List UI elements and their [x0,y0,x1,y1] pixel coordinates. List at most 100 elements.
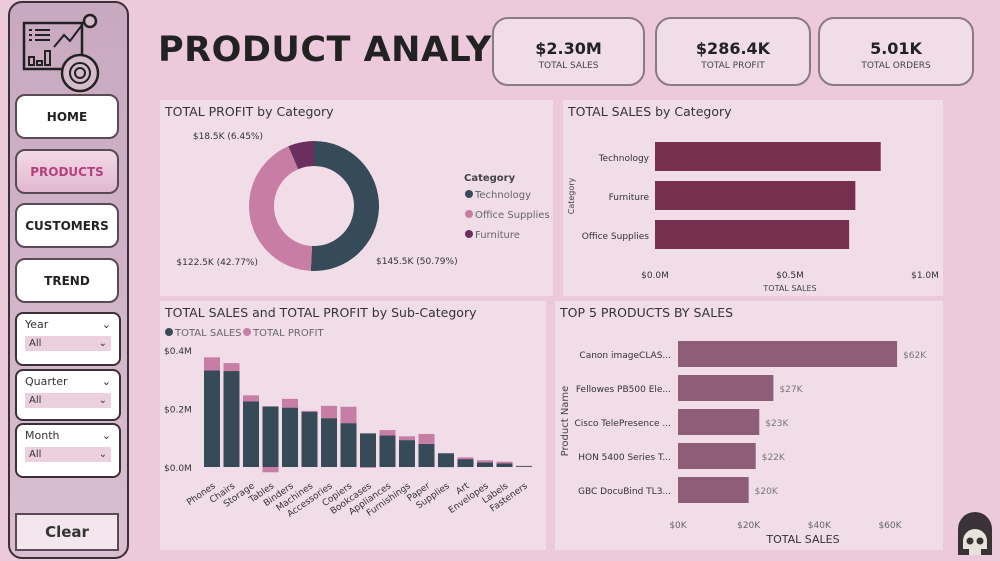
sales-bar-art [457,459,474,467]
sales-bar-bookcases [360,433,376,467]
nav-trend-button[interactable]: TREND [15,258,119,303]
sales-bar-appliances [379,435,396,467]
kpi-total-sales: $2.30M TOTAL SALES [492,17,645,86]
legend-marker [465,190,473,198]
legend-marker [465,210,473,218]
donut-slice-technology [310,141,379,271]
legend-marker [243,328,251,336]
legend-item: Office Supplies [475,210,550,221]
profit-by-category-panel: TOTAL PROFIT by Category $145.5K (50.79%… [160,100,553,296]
quarter-slicer-label: Quarter [25,375,68,388]
product-tick-label: Canon imageCLAS... [579,351,671,361]
x-axis-title: TOTAL SALES [762,284,816,293]
month-dropdown[interactable]: All ⌄ [25,447,111,462]
chart-title: TOTAL SALES by Category [568,104,732,119]
product-tick-label: Fellowes PB500 Ele... [576,385,671,395]
donut-data-label: $18.5K (6.45%) [193,132,263,142]
clear-button[interactable]: Clear [15,513,119,551]
sales-bar-furnishings [399,440,415,467]
year-slicer-label: Year [25,318,49,331]
sales-bar-storage [243,401,259,467]
analytics-logo-icon [22,13,100,93]
chevron-down-icon[interactable]: ⌄ [101,429,111,442]
chevron-down-icon: ⌄ [98,395,107,406]
data-label: $22K [762,453,786,463]
donut-slice-office-supplies [249,146,313,271]
data-label: $20K [755,487,779,497]
quarter-value: All [29,395,42,406]
kpi-value: $2.30M [535,39,602,58]
donut-data-label: $145.5K (50.79%) [376,257,458,267]
category-tick-label: Office Supplies [582,232,650,242]
x-axis-title: TOTAL SALES [765,533,839,546]
chevron-down-icon: ⌄ [98,449,107,460]
sales-by-category-panel: TOTAL SALES by Category Technology Furnit… [563,100,943,296]
data-label: $27K [779,385,803,395]
legend-item: Furniture [475,230,520,241]
chevron-down-icon[interactable]: ⌄ [101,375,111,388]
profit-bar-tables [262,467,279,473]
sales-bar-paper [418,443,435,467]
product-bar [678,477,749,503]
sales-bar-phones [204,370,220,467]
y-axis-title: Product Name [560,386,571,457]
year-slicer[interactable]: Year ⌄ All ⌄ [15,312,121,366]
legend-title: Category [464,173,516,184]
category-tick-label: Furniture [609,193,650,203]
chart-title: TOTAL SALES and TOTAL PROFIT by Sub-Cate… [165,305,477,320]
sales-bar-labels [496,463,513,467]
profit-bar-envelopes [477,460,493,463]
y-axis-title: Category [567,177,576,214]
x-tick-label: $60K [878,521,902,531]
page-title: PRODUCT ANALYSIS [158,30,557,70]
data-label: $23K [765,419,789,429]
kpi-label: TOTAL PROFIT [701,61,765,71]
nav-customers-button[interactable]: CUSTOMERS [15,203,119,248]
top5-products-panel: TOP 5 PRODUCTS BY SALES Canon imageCLAS.… [555,301,943,550]
quarter-dropdown[interactable]: All ⌄ [25,393,111,408]
profit-bar-storage [243,395,259,402]
bar-office-supplies [655,220,850,249]
profit-bar-furnishings [399,436,415,441]
sales-bar-fasteners [516,466,532,467]
chart-title: TOTAL PROFIT by Category [165,104,334,119]
data-label: $62K [903,351,927,361]
sales-bar-supplies [438,453,454,467]
subcategory-panel: TOTAL SALES and TOTAL PROFIT by Sub-Cate… [160,301,546,550]
kpi-total-profit: $286.4K TOTAL PROFIT [655,17,811,86]
quarter-slicer[interactable]: Quarter ⌄ All ⌄ [15,369,121,421]
month-slicer-label: Month [25,429,60,442]
legend-item: Technology [474,190,531,201]
sales-bar-binders [282,407,298,467]
product-bar [678,409,760,435]
profit-bar-paper [418,433,435,444]
product-bar [678,375,774,401]
profit-bar-appliances [379,430,396,436]
skull-avatar-icon[interactable] [954,511,996,557]
year-value: All [29,338,42,349]
y-tick-label: $0.2M [164,406,192,416]
chart-title: TOP 5 PRODUCTS BY SALES [560,305,734,320]
x-tick-label: $0.0M [641,271,669,281]
month-slicer[interactable]: Month ⌄ All ⌄ [15,423,121,478]
chevron-down-icon: ⌄ [98,338,107,349]
product-bar [678,443,756,469]
sales-bar-accessories [321,418,337,467]
donut-data-label: $122.5K (42.77%) [176,258,258,268]
product-tick-label: HON 5400 Series T... [578,453,671,463]
sidebar: HOME PRODUCTS CUSTOMERS TREND Year ⌄ All ⌄… [8,1,129,559]
kpi-total-orders: 5.01K TOTAL ORDERS [818,17,974,86]
sales-bar-tables [262,406,279,467]
x-tick-label: $20K [737,521,761,531]
kpi-value: $286.4K [695,39,771,58]
profit-bar-accessories [321,405,337,419]
profit-bar-copiers [340,406,357,424]
donut-slice-furniture [288,141,314,170]
year-dropdown[interactable]: All ⌄ [25,336,111,351]
nav-home-button[interactable]: HOME [15,94,119,139]
x-tick-label: $0K [669,521,687,531]
nav-products-button[interactable]: PRODUCTS [15,149,119,194]
x-tick-label: $0.5M [776,271,804,281]
legend-marker [165,328,173,336]
chevron-down-icon[interactable]: ⌄ [101,318,111,331]
